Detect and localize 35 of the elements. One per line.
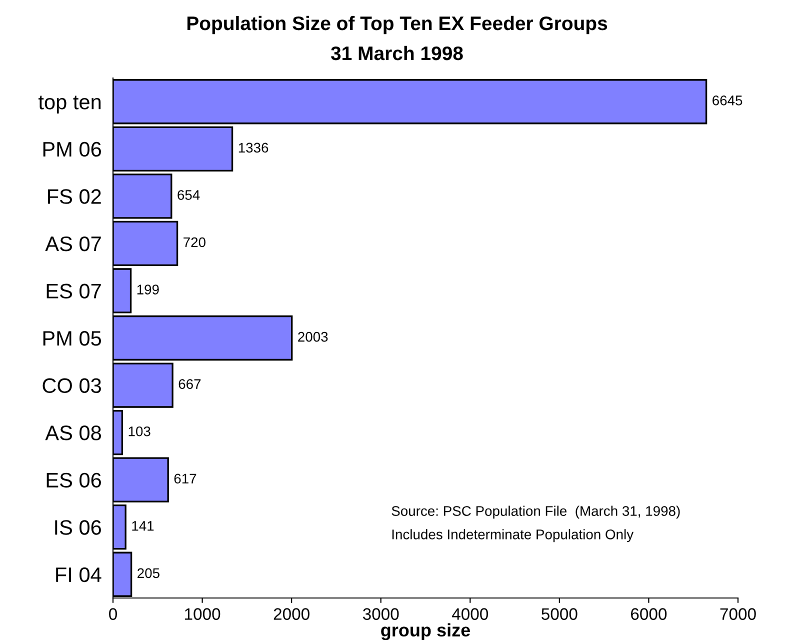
x-tick-label: 4000 xyxy=(452,608,488,620)
data-label: 199 xyxy=(137,284,159,294)
data-label: 720 xyxy=(184,237,206,248)
y-tick-label: ES 06 xyxy=(46,472,101,488)
data-label: 205 xyxy=(138,568,160,578)
data-label: 617 xyxy=(174,474,196,484)
y-tick-label: PM 06 xyxy=(43,142,101,157)
data-label: 103 xyxy=(128,426,150,436)
annotation: Includes Indeterminate Population Only xyxy=(392,529,634,542)
y-tick-label: FS 02 xyxy=(48,189,101,204)
data-label: 141 xyxy=(132,521,154,531)
y-tick-label: CO 03 xyxy=(42,378,101,394)
chart-subtitle: 31 March 1998 xyxy=(330,46,463,60)
y-tick-label: FI 04 xyxy=(56,567,102,582)
data-label: 667 xyxy=(178,379,201,389)
data-label: 6645 xyxy=(712,96,742,106)
annotation: Source: PSC Population File (March 31, 1998) xyxy=(392,506,680,519)
y-tick-label: IS 06 xyxy=(55,520,101,535)
data-label: 2003 xyxy=(298,332,328,342)
data-label: 1336 xyxy=(238,142,268,153)
y-tick-label: PM 05 xyxy=(43,331,102,346)
data-label: 654 xyxy=(178,190,200,200)
y-tick-label: AS 07 xyxy=(45,236,101,252)
y-tick-label: AS 08 xyxy=(45,426,101,440)
y-tick-label: ES 07 xyxy=(46,284,101,298)
x-axis-title: group size xyxy=(381,623,470,640)
x-tick-label: 6000 xyxy=(631,608,667,620)
x-tick-label: 5000 xyxy=(542,608,578,620)
y-tick-label: top ten xyxy=(38,96,101,114)
x-tick-label: 1000 xyxy=(185,608,220,620)
x-tick-label: 3000 xyxy=(362,608,399,620)
chart-title: Population Size of Top Ten EX Feeder Groups xyxy=(187,16,608,34)
x-tick-label: 2000 xyxy=(274,608,310,620)
x-tick-label: 0 xyxy=(109,608,117,620)
x-tick-label: 7000 xyxy=(720,608,756,620)
